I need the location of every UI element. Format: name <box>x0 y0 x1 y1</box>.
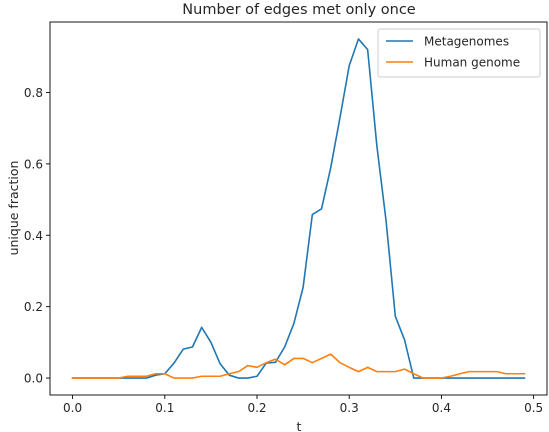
y-axis-label: unique fraction <box>6 161 21 256</box>
x-tick-label: 0.2 <box>247 401 266 415</box>
x-tick-label: 0.4 <box>432 401 451 415</box>
series-line-human-genome <box>71 353 526 379</box>
y-tick-label: 0.0 <box>24 372 43 386</box>
x-tick-label: 0.5 <box>524 401 543 415</box>
y-axis-ticks: 0.0 0.2 0.4 0.6 0.8 <box>24 86 50 386</box>
series-lines <box>71 38 526 379</box>
legend: Metagenomes Human genome <box>377 28 541 78</box>
legend-label-metagenomes: Metagenomes <box>424 35 509 49</box>
y-tick-label: 0.6 <box>24 157 43 171</box>
plot-area-frame <box>49 21 548 396</box>
x-tick-label: 0.3 <box>340 401 359 415</box>
x-tick-label: 0.1 <box>155 401 174 415</box>
x-axis-label: t <box>297 419 302 432</box>
x-axis-ticks: 0.0 0.1 0.2 0.3 0.4 0.5 <box>63 395 543 415</box>
y-tick-label: 0.4 <box>24 229 43 243</box>
series-line-metagenomes <box>71 38 526 379</box>
x-tick-label: 0.0 <box>63 401 82 415</box>
y-tick-label: 0.8 <box>24 86 43 100</box>
chart-title: Number of edges met only once <box>182 2 416 18</box>
legend-frame <box>377 28 541 78</box>
legend-label-human-genome: Human genome <box>424 56 520 70</box>
y-tick-label: 0.2 <box>24 300 43 314</box>
